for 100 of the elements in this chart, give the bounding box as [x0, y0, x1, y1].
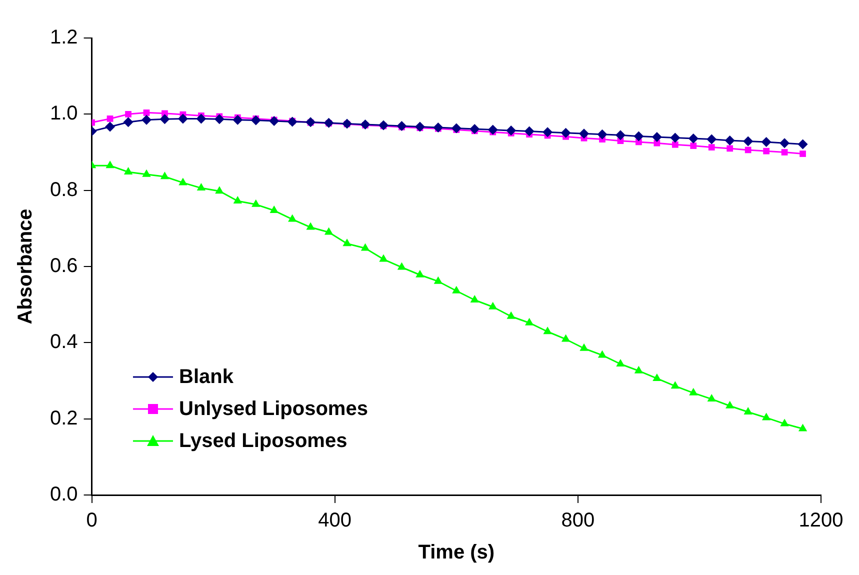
point — [379, 254, 388, 262]
x-axis-title: Time (s) — [418, 542, 495, 564]
point — [252, 199, 260, 207]
point — [178, 114, 188, 124]
point — [288, 214, 297, 222]
point — [451, 123, 462, 134]
point — [396, 120, 407, 131]
point — [560, 128, 571, 138]
point — [579, 128, 590, 139]
point — [707, 394, 716, 402]
point — [708, 144, 715, 150]
point — [744, 146, 752, 154]
point — [360, 119, 370, 130]
point — [616, 358, 625, 366]
point — [125, 110, 132, 118]
x-tick-label: 400 — [318, 510, 352, 532]
point — [652, 373, 662, 381]
point — [287, 116, 298, 127]
point — [780, 138, 790, 148]
point — [215, 186, 224, 194]
y-axis-title: Absorbance — [14, 208, 37, 324]
point — [452, 286, 461, 294]
y-tick-label: 0.0 — [50, 484, 78, 506]
point — [123, 117, 134, 128]
y-tick-label: 1.0 — [50, 102, 78, 125]
y-tick-label: 0.4 — [50, 331, 78, 354]
y-tick-label: 0.6 — [50, 255, 78, 278]
point — [141, 114, 152, 125]
point — [798, 424, 808, 432]
point — [598, 350, 607, 358]
point — [196, 114, 206, 124]
point — [178, 178, 188, 186]
point — [634, 366, 644, 374]
point — [232, 114, 243, 125]
point — [724, 135, 735, 146]
point — [634, 131, 644, 142]
legend-label: Lysed Liposomes — [179, 430, 348, 452]
point — [434, 276, 442, 284]
point — [800, 150, 806, 157]
point — [124, 167, 133, 175]
point — [105, 122, 116, 132]
point — [798, 139, 808, 150]
point — [689, 388, 698, 396]
point — [690, 142, 697, 149]
point — [142, 169, 151, 177]
point — [672, 141, 678, 148]
point — [250, 115, 261, 126]
x-tick-label: 0 — [86, 510, 98, 532]
point — [615, 130, 626, 140]
point — [416, 270, 424, 278]
point — [378, 120, 388, 130]
point — [470, 295, 479, 303]
point — [743, 136, 754, 146]
x-tick-label: 1200 — [798, 510, 844, 532]
point — [270, 206, 278, 214]
point — [324, 227, 334, 235]
point — [524, 126, 534, 136]
y-tick-label: 0.2 — [50, 407, 78, 430]
point — [561, 334, 570, 342]
point — [143, 109, 150, 116]
point — [706, 134, 717, 144]
point — [196, 183, 206, 191]
point — [233, 196, 242, 204]
point — [780, 418, 789, 426]
point — [580, 343, 588, 351]
point — [726, 145, 734, 152]
point — [524, 318, 534, 326]
legend-label: Blank — [179, 366, 234, 388]
point — [654, 140, 660, 146]
point — [597, 129, 608, 140]
legend-label: Unlysed Liposomes — [179, 398, 368, 420]
point — [781, 149, 788, 156]
point — [160, 114, 170, 124]
point — [744, 406, 752, 414]
point — [342, 238, 352, 246]
y-tick-label: 0.8 — [50, 178, 78, 201]
point — [160, 172, 170, 180]
point — [306, 222, 315, 230]
point — [106, 160, 114, 168]
y-tick-label: 1.2 — [50, 26, 78, 49]
x-tick-label: 800 — [561, 510, 595, 532]
point — [414, 122, 425, 132]
point — [488, 124, 498, 135]
point — [688, 134, 698, 144]
point — [506, 126, 516, 136]
point — [360, 243, 370, 251]
point — [726, 400, 734, 408]
point — [397, 262, 406, 270]
point — [214, 114, 224, 124]
point — [670, 381, 680, 389]
point — [269, 116, 280, 126]
point — [761, 136, 772, 147]
point — [543, 326, 552, 334]
point — [106, 116, 114, 122]
point — [506, 311, 516, 319]
point — [488, 302, 498, 310]
point — [433, 122, 444, 132]
point — [670, 132, 680, 143]
point — [652, 132, 662, 142]
point — [542, 127, 553, 138]
